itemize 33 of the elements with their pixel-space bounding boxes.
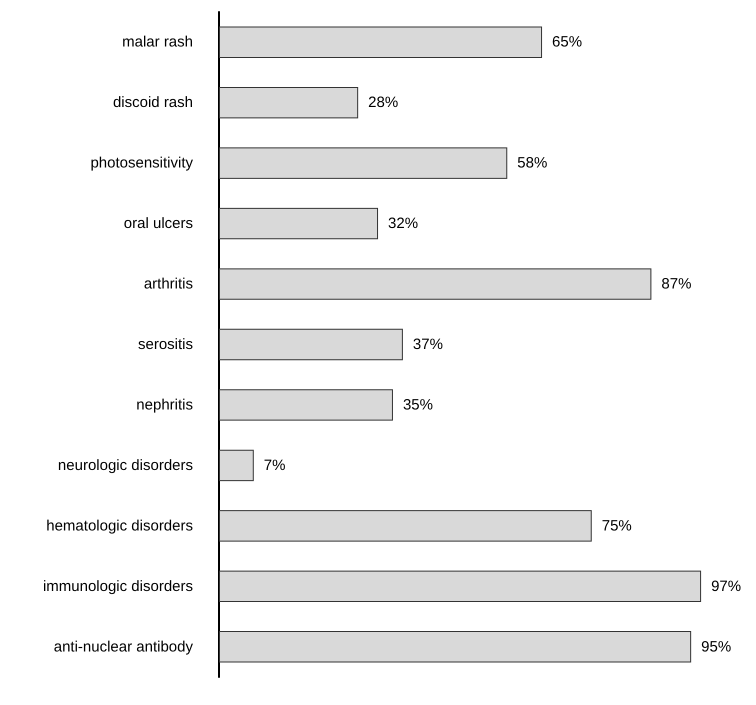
y-tick-label: hematologic disorders — [46, 517, 193, 534]
data-label: 65% — [552, 34, 582, 51]
data-label: 58% — [517, 154, 548, 172]
y-tick-label: immunologic disorders — [42, 578, 193, 595]
data-label: 95% — [701, 638, 732, 656]
data-label: 35% — [402, 396, 433, 414]
bar — [219, 147, 508, 179]
data-label: 28% — [368, 94, 398, 112]
bar — [219, 510, 592, 542]
y-tick-label: malar rash — [122, 34, 193, 51]
bar — [219, 26, 542, 58]
data-label: 75% — [602, 517, 632, 534]
bar — [219, 450, 254, 482]
data-label: 37% — [412, 336, 443, 353]
bar — [219, 389, 393, 421]
y-tick-label: nephritis — [136, 396, 193, 414]
y-tick-label: photosensitivity — [90, 154, 194, 172]
bar — [219, 631, 692, 662]
bar — [219, 208, 378, 240]
data-label: 32% — [388, 215, 418, 232]
bar — [219, 86, 358, 118]
bar — [219, 570, 702, 602]
data-label: 87% — [661, 276, 692, 293]
bar — [219, 328, 403, 360]
bar — [219, 268, 652, 300]
data-label: 7% — [264, 456, 286, 474]
y-tick-label: oral ulcers — [124, 215, 193, 232]
data-label: 97% — [711, 578, 742, 595]
y-tick-label: arthritis — [144, 276, 193, 293]
y-tick-label: neurologic disorders — [58, 456, 193, 474]
y-tick-label: discoid rash — [112, 94, 193, 112]
y-tick-label: serositis — [138, 336, 193, 353]
y-tick-label: anti-nuclear antibody — [54, 638, 194, 656]
